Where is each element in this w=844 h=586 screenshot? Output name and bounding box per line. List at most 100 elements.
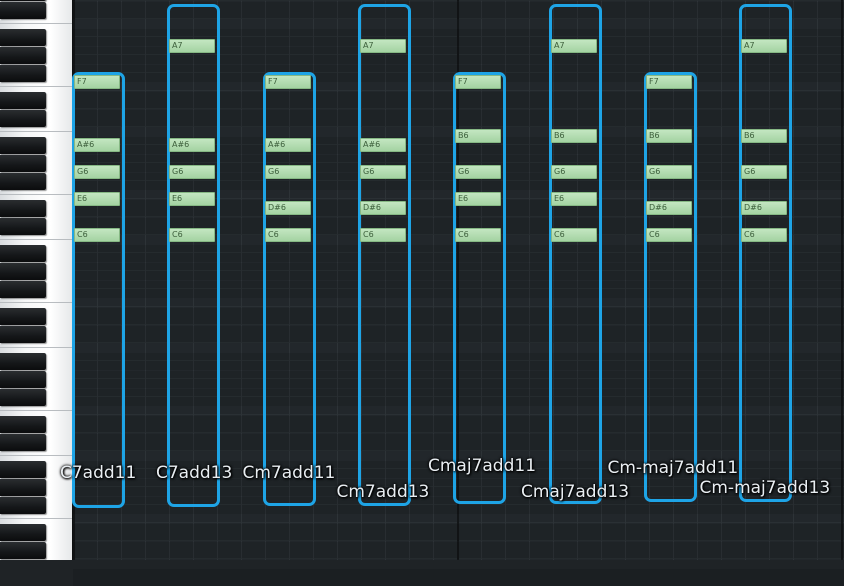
chord-outline[interactable] (453, 72, 506, 504)
note-block[interactable]: B6 (646, 129, 692, 143)
chord-name-label: C7add11 (60, 463, 137, 483)
piano-key-separator (0, 347, 72, 348)
chord-name-label: Cmaj7add13 (521, 482, 630, 502)
piano-black-key[interactable] (0, 524, 46, 541)
chord-name-label: Cm-maj7add11 (607, 458, 739, 478)
piano-black-key[interactable] (0, 389, 46, 406)
piano-black-key[interactable] (0, 497, 46, 514)
piano-black-key[interactable] (0, 65, 46, 82)
chord-outline[interactable] (739, 4, 792, 502)
piano-black-key[interactable] (0, 416, 46, 433)
chord-name-label: Cm-maj7add13 (699, 478, 831, 498)
note-block[interactable]: A#6 (265, 138, 311, 152)
piano-black-key[interactable] (0, 0, 46, 1)
piano-key-separator (0, 194, 72, 195)
note-block[interactable]: G6 (265, 165, 311, 179)
note-block[interactable]: B6 (455, 129, 501, 143)
chord-outline[interactable] (263, 72, 316, 506)
piano-black-key[interactable] (0, 110, 46, 127)
chord-outline[interactable] (644, 72, 697, 502)
piano-black-key[interactable] (0, 2, 46, 19)
note-block[interactable]: A#6 (169, 138, 215, 152)
note-block[interactable]: G6 (74, 165, 120, 179)
chord-outline[interactable] (167, 4, 220, 507)
note-block[interactable]: C6 (741, 228, 787, 242)
grid-row-shade (73, 2, 844, 19)
note-block[interactable]: F7 (265, 75, 311, 89)
note-block[interactable]: C6 (265, 228, 311, 242)
note-block[interactable]: A#6 (360, 138, 406, 152)
chord-name-label: Cmaj7add11 (428, 456, 537, 476)
note-block[interactable]: G6 (360, 165, 406, 179)
piano-key-separator (0, 86, 72, 87)
piano-black-key[interactable] (0, 29, 46, 46)
note-block[interactable]: C6 (646, 228, 692, 242)
grid-row-shade (73, 0, 844, 1)
piano-black-key[interactable] (0, 542, 46, 559)
chord-name-label: C7add13 (156, 463, 233, 483)
note-block[interactable]: D#6 (265, 201, 311, 215)
piano-black-key[interactable] (0, 245, 46, 262)
note-block[interactable]: C6 (455, 228, 501, 242)
note-block[interactable]: C6 (360, 228, 406, 242)
piano-black-key[interactable] (0, 353, 46, 370)
grid-row-shade (73, 542, 844, 559)
note-block[interactable]: F7 (74, 75, 120, 89)
piano-black-key[interactable] (0, 47, 46, 64)
note-block[interactable]: C6 (169, 228, 215, 242)
note-block[interactable]: F7 (646, 75, 692, 89)
chord-outline[interactable] (358, 4, 411, 506)
piano-black-key[interactable] (0, 155, 46, 172)
note-block[interactable]: A7 (551, 39, 597, 53)
note-block[interactable]: E6 (169, 192, 215, 206)
grid-row-shade (73, 29, 844, 46)
piano-key-separator (0, 455, 72, 456)
note-block[interactable]: B6 (551, 129, 597, 143)
chord-outline[interactable] (72, 72, 125, 508)
piano-key-separator (0, 131, 72, 132)
piano-black-key[interactable] (0, 308, 46, 325)
piano-black-key[interactable] (0, 326, 46, 343)
piano-black-key[interactable] (0, 371, 46, 388)
grid-row-shade (73, 47, 844, 64)
note-block[interactable]: G6 (741, 165, 787, 179)
piano-key-separator (0, 23, 72, 24)
note-block[interactable]: A#6 (74, 138, 120, 152)
note-block[interactable]: G6 (169, 165, 215, 179)
note-block[interactable]: F7 (455, 75, 501, 89)
note-block[interactable]: D#6 (360, 201, 406, 215)
note-block[interactable]: G6 (455, 165, 501, 179)
note-block[interactable]: B6 (741, 129, 787, 143)
note-block[interactable]: D#6 (741, 201, 787, 215)
note-block[interactable]: G6 (646, 165, 692, 179)
piano-black-key[interactable] (0, 263, 46, 280)
piano-black-key[interactable] (0, 281, 46, 298)
piano-black-key[interactable] (0, 173, 46, 190)
note-block[interactable]: E6 (74, 192, 120, 206)
piano-black-key[interactable] (0, 200, 46, 217)
piano-black-key[interactable] (0, 461, 46, 478)
note-block[interactable]: A7 (741, 39, 787, 53)
note-block[interactable]: C6 (551, 228, 597, 242)
grid-row-shade (73, 524, 844, 541)
piano-black-key[interactable] (0, 92, 46, 109)
note-block[interactable]: G6 (551, 165, 597, 179)
note-block[interactable]: A7 (169, 39, 215, 53)
piano-keyboard[interactable] (0, 0, 73, 560)
note-block[interactable]: E6 (551, 192, 597, 206)
chord-name-label: Cm7add13 (336, 482, 430, 502)
note-block[interactable]: C6 (74, 228, 120, 242)
piano-black-key[interactable] (0, 479, 46, 496)
piano-black-key[interactable] (0, 218, 46, 235)
piano-key-separator (0, 239, 72, 240)
piano-black-key[interactable] (0, 434, 46, 451)
note-block[interactable]: E6 (455, 192, 501, 206)
piano-roll-editor: F7 A#6 G6 E6 C6 C7add11 A7 A#6 G6 E6 C6 C7add13 F7 A#… (0, 0, 844, 560)
note-block[interactable]: D#6 (646, 201, 692, 215)
piano-black-key[interactable] (0, 137, 46, 154)
piano-key-separator (0, 410, 72, 411)
piano-key-separator (0, 302, 72, 303)
piano-key-separator (0, 518, 72, 519)
chord-outline[interactable] (549, 4, 602, 504)
note-block[interactable]: A7 (360, 39, 406, 53)
